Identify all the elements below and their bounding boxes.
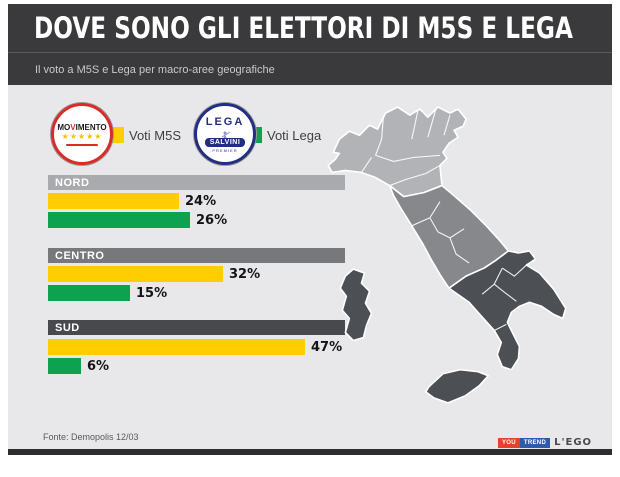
bar-m5s-centro: 32%: [48, 266, 260, 282]
bar-value-m5s-sud: 47%: [311, 339, 343, 355]
bar-fill-lega-nord: [48, 212, 190, 228]
bar-m5s-sud: 47%: [48, 339, 342, 355]
source-note: Fonte: Demopolis 12/03: [43, 432, 139, 442]
bar-fill-m5s-nord: [48, 193, 179, 209]
chart-area: MOVIMENTO ★★★★★ Voti M5S LEGA SALVINI PR…: [8, 85, 612, 455]
section-label-sud: SUD: [55, 321, 80, 334]
lega-logo-text: LEGA: [205, 115, 245, 128]
bar-fill-lega-centro: [48, 285, 130, 301]
italy-map: [327, 106, 567, 404]
bar-value-m5s-nord: 24%: [185, 193, 217, 209]
m5s-logo-footnote: [66, 143, 98, 146]
bar-value-lega-nord: 26%: [196, 212, 228, 228]
m5s-stars-icon: ★★★★★: [61, 131, 103, 141]
bar-value-m5s-centro: 32%: [229, 266, 261, 282]
map-sicily: [425, 368, 490, 404]
youtrend-you-logo: YOU: [498, 437, 520, 448]
lega-logo: LEGA SALVINI PREMIER: [194, 103, 256, 165]
bar-value-lega-centro: 15%: [136, 285, 168, 301]
warrior-icon: [218, 128, 232, 139]
bar-lega-sud: 6%: [48, 358, 109, 374]
section-header-nord: NORD: [48, 175, 345, 190]
page-title: DOVE SONO GLI ELETTORI DI M5S E LEGA: [34, 11, 573, 45]
bar-value-lega-sud: 6%: [87, 358, 110, 374]
lega-legend-label: Voti Lega: [267, 128, 322, 143]
bar-lega-centro: 15%: [48, 285, 167, 301]
brand-logos: YOU TREND L'EGO: [498, 437, 592, 448]
lega-banner-text: SALVINI: [204, 137, 246, 147]
bar-fill-m5s-centro: [48, 266, 223, 282]
lego-logo: L'EGO: [554, 437, 593, 448]
section-label-centro: CENTRO: [55, 249, 105, 262]
section-header-centro: CENTRO: [48, 248, 345, 263]
bar-m5s-nord: 24%: [48, 193, 216, 209]
map-zone-sud: [448, 250, 567, 371]
page-subtitle: Il voto a M5S e Lega per macro-aree geog…: [35, 63, 275, 76]
map-sardinia: [339, 268, 373, 342]
lega-premier-text: PREMIER: [212, 147, 238, 153]
section-label-nord: NORD: [55, 176, 90, 189]
graphic-frame: DOVE SONO GLI ELETTORI DI M5S E LEGA Il …: [8, 4, 612, 455]
title-row: DOVE SONO GLI ELETTORI DI M5S E LEGA: [8, 4, 612, 53]
bar-lega-nord: 26%: [48, 212, 227, 228]
youtrend-trend-logo: TREND: [519, 437, 551, 448]
map-region-borders: [360, 108, 527, 331]
m5s-logo: MOVIMENTO ★★★★★: [51, 103, 113, 165]
m5s-legend-label: Voti M5S: [129, 128, 182, 143]
section-header-sud: SUD: [48, 320, 345, 335]
bar-fill-lega-sud: [48, 358, 81, 374]
m5s-logo-text: MOVIMENTO: [57, 122, 107, 132]
bar-fill-m5s-sud: [48, 339, 305, 355]
header: DOVE SONO GLI ELETTORI DI M5S E LEGA Il …: [8, 4, 612, 85]
map-zone-nord: [327, 106, 467, 198]
subtitle-row: Il voto a M5S e Lega per macro-aree geog…: [8, 54, 612, 85]
